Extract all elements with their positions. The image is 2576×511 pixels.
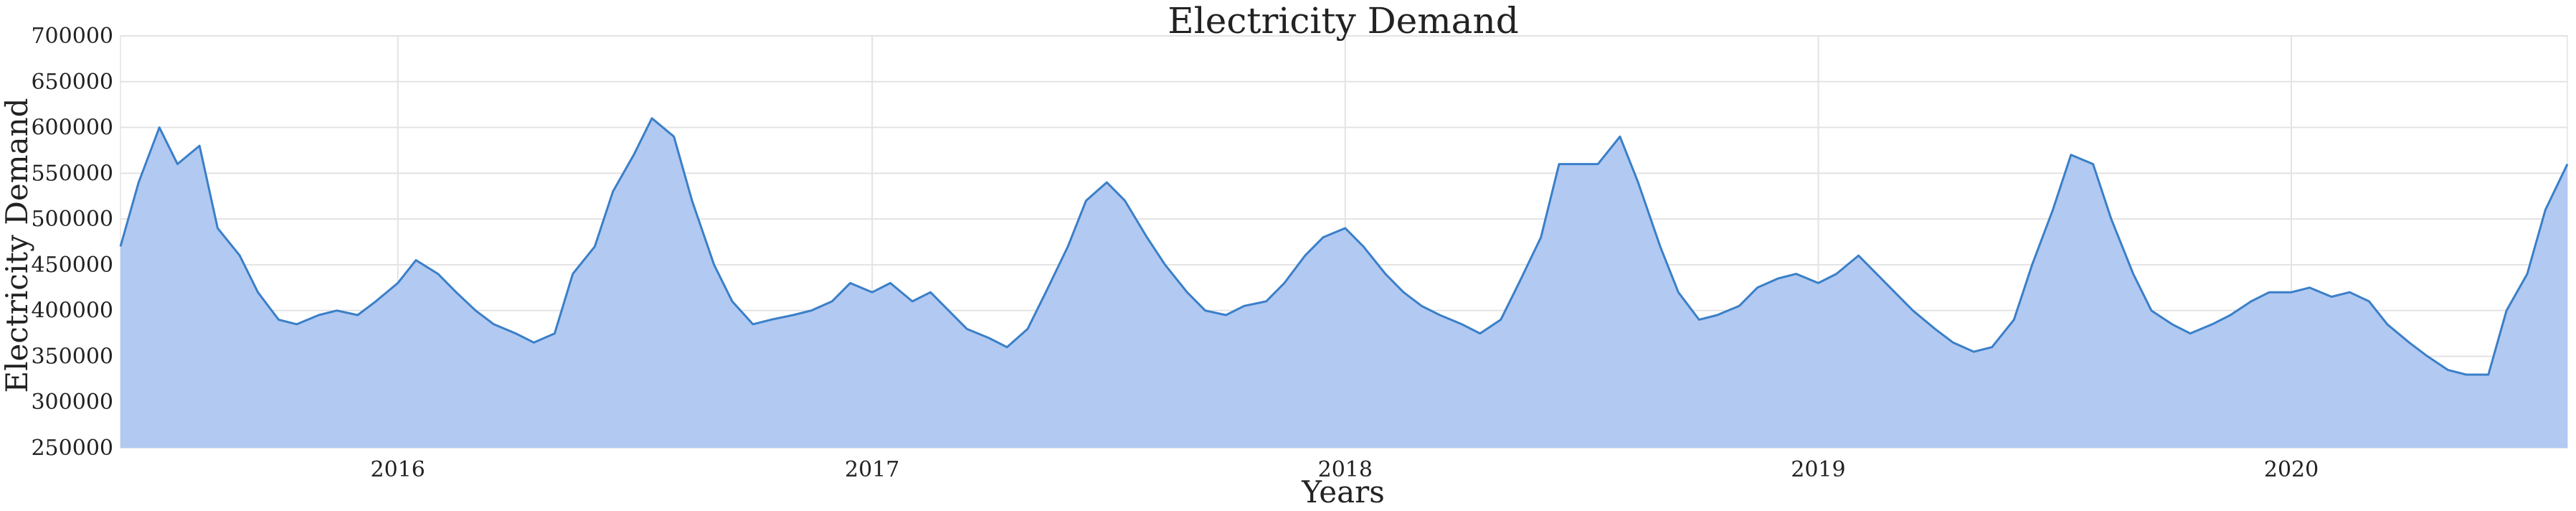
y-tick-label: 550000	[31, 161, 113, 186]
x-tick-label: 2017	[845, 457, 899, 482]
series-line	[119, 117, 2569, 376]
x-tick-label: 2018	[1318, 457, 1373, 482]
y-tick-label: 250000	[31, 436, 113, 461]
y-tick-label: 350000	[31, 344, 113, 369]
y-tick-label: 700000	[31, 24, 113, 49]
y-tick-label: 450000	[31, 253, 113, 278]
y-tick-label: 300000	[31, 390, 113, 415]
x-axis-ticks: 2016 2017 2018 2019 2020	[371, 457, 2319, 482]
series-fill	[120, 118, 2567, 449]
x-tick-label: 2020	[2264, 457, 2319, 482]
series-area	[119, 117, 2569, 449]
y-tick-label: 400000	[31, 299, 113, 324]
y-axis-title: Electricity Demand	[0, 98, 34, 393]
y-tick-label: 600000	[31, 116, 113, 141]
chart-title: Electricity Demand	[1168, 0, 1518, 42]
y-tick-label: 650000	[31, 70, 113, 95]
x-axis-title: Years	[1301, 474, 1385, 510]
y-tick-label: 500000	[31, 207, 113, 232]
x-tick-label: 2016	[371, 457, 425, 482]
y-axis-ticks: 250000 300000 350000 400000 450000 500000 5500…	[31, 24, 113, 461]
x-tick-label: 2019	[1791, 457, 1845, 482]
